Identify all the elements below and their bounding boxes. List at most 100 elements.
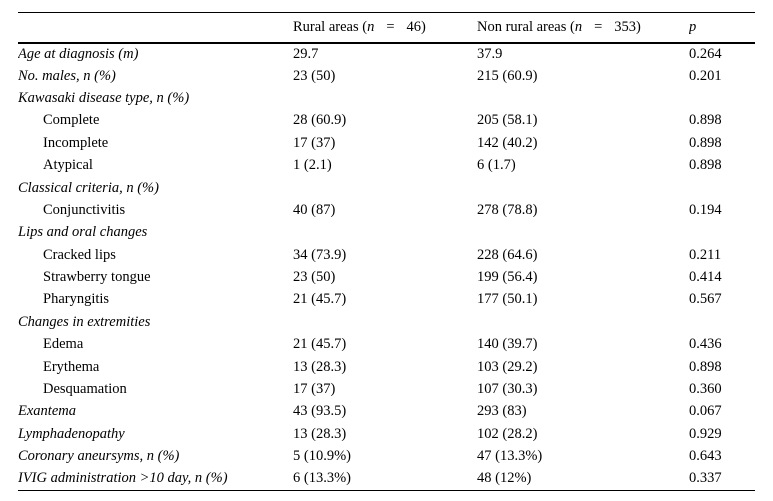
row-label: Complete	[43, 112, 100, 129]
comparison-table-container: Rural areas (n = 46) Non rural areas (n = 35…	[18, 12, 755, 491]
p-value: 0.264	[689, 45, 722, 62]
equals-sign: =	[594, 18, 603, 35]
p-value: 0.194	[689, 201, 722, 218]
rural-value: 5 (10.9%)	[293, 448, 351, 465]
nonrural-value	[477, 222, 689, 244]
header-rural-areas: Rural areas (n = 46)	[293, 12, 477, 44]
table-row: Cracked lips 34 (73.9) 228 (64.6) 0.211	[18, 244, 755, 266]
nonrural-value: 102 (28.2)	[477, 425, 538, 442]
table-row: Strawberry tongue 23 (50) 199 (56.4) 0.414	[18, 266, 755, 288]
table-row: Conjunctivitis 40 (87) 278 (78.8) 0.194	[18, 199, 755, 221]
p-value: 0.929	[689, 425, 722, 442]
table-row: Atypical 1 (2.1) 6 (1.7) 0.898	[18, 154, 755, 176]
table-header: Rural areas (n = 46) Non rural areas (n = 35…	[18, 12, 755, 44]
p-value: 0.360	[689, 381, 722, 398]
header-non-rural-areas: Non rural areas (n = 353)	[477, 12, 689, 44]
p-value: 0.211	[689, 246, 722, 263]
nonrural-value: 199 (56.4)	[477, 269, 538, 286]
table-row: IVIG administration >10 day, n (%) 6 (13.…	[18, 468, 755, 490]
nonrural-value	[477, 311, 689, 333]
p-value: 0.201	[689, 67, 722, 84]
row-label: Erythema	[43, 358, 100, 375]
row-label: Classical criteria, n (%)	[18, 179, 159, 196]
row-label: Conjunctivitis	[43, 201, 126, 218]
p-value	[689, 177, 755, 199]
p-value	[689, 311, 755, 333]
row-label: Pharyngitis	[43, 291, 110, 308]
header-p-value: p	[689, 12, 755, 44]
nonrural-value: 48 (12%)	[477, 470, 532, 487]
table-row: Coronary aneursyms, n (%) 5 (10.9%) 47 (13…	[18, 446, 755, 468]
header-label-text: Non rural areas (	[477, 18, 575, 35]
nonrural-value: 6 (1.7)	[477, 157, 516, 174]
p-value: 0.898	[689, 157, 722, 174]
row-label: Exantema	[18, 403, 76, 420]
rural-value: 17 (37)	[293, 381, 336, 398]
rural-value: 29.7	[293, 45, 319, 62]
nonrural-value: 107 (30.3)	[477, 381, 538, 398]
row-label: No. males, n (%)	[18, 67, 116, 84]
nonrural-value: 278 (78.8)	[477, 201, 538, 218]
nonrural-value: 140 (39.7)	[477, 336, 538, 353]
nonrural-value: 215 (60.9)	[477, 67, 538, 84]
table-row: Classical criteria, n (%)	[18, 177, 755, 199]
p-value: 0.567	[689, 291, 722, 308]
row-label: IVIG administration >10 day, n (%)	[18, 470, 228, 487]
nonrural-value	[477, 177, 689, 199]
rural-value	[293, 311, 477, 333]
table-row: Complete 28 (60.9) 205 (58.1) 0.898	[18, 110, 755, 132]
header-empty-cell	[18, 12, 293, 44]
row-label: Cracked lips	[43, 246, 116, 263]
rural-value: 13 (28.3)	[293, 425, 347, 442]
rural-value: 1 (2.1)	[293, 157, 332, 174]
p-value: 0.337	[689, 470, 722, 487]
row-label: Incomplete	[43, 134, 109, 151]
nonrural-value: 103 (29.2)	[477, 358, 538, 375]
nonrural-value: 37.9	[477, 45, 503, 62]
table-row: Erythema 13 (28.3) 103 (29.2) 0.898	[18, 356, 755, 378]
table-row: Changes in extremities	[18, 311, 755, 333]
clinical-characteristics-table: Rural areas (n = 46) Non rural areas (n = 35…	[18, 12, 755, 491]
nonrural-value: 142 (40.2)	[477, 134, 538, 151]
row-label: Edema	[43, 336, 84, 353]
nonrural-value	[477, 87, 689, 109]
rural-value	[293, 222, 477, 244]
table-row: Kawasaki disease type, n (%)	[18, 87, 755, 109]
row-label: Atypical	[43, 157, 93, 174]
nonrural-value: 177 (50.1)	[477, 291, 538, 308]
rural-value: 6 (13.3%)	[293, 470, 351, 487]
p-value: 0.067	[689, 403, 722, 420]
row-label: Coronary aneursyms, n (%)	[18, 448, 180, 465]
equals-sign: =	[386, 18, 395, 35]
table-row: No. males, n (%) 23 (50) 215 (60.9) 0.201	[18, 65, 755, 87]
p-value: 0.643	[689, 448, 722, 465]
rural-value	[293, 87, 477, 109]
nonrural-value: 47 (13.3%)	[477, 448, 543, 465]
p-value	[689, 222, 755, 244]
rural-value: 40 (87)	[293, 201, 336, 218]
row-label: Desquamation	[43, 381, 127, 398]
header-label-text: Rural areas (	[293, 18, 368, 35]
nonrural-value: 205 (58.1)	[477, 112, 538, 129]
row-label: Kawasaki disease type, n (%)	[18, 89, 190, 106]
n-variable: n	[367, 18, 375, 35]
table-row: Lymphadenopathy 13 (28.3) 102 (28.2) 0.929	[18, 423, 755, 445]
row-label: Changes in extremities	[18, 313, 151, 330]
p-value: 0.898	[689, 358, 722, 375]
rural-value: 34 (73.9)	[293, 246, 347, 263]
p-value: 0.436	[689, 336, 722, 353]
table-body: Age at diagnosis (m) 29.7 37.9 0.264 No. mal…	[18, 43, 755, 491]
row-label: Strawberry tongue	[43, 269, 151, 286]
nonrural-value: 228 (64.6)	[477, 246, 538, 263]
row-label: Lips and oral changes	[18, 224, 148, 241]
p-value: 0.898	[689, 134, 722, 151]
table-row: Age at diagnosis (m) 29.7 37.9 0.264	[18, 43, 755, 65]
rural-value: 13 (28.3)	[293, 358, 347, 375]
rural-value: 43 (93.5)	[293, 403, 347, 420]
header-row: Rural areas (n = 46) Non rural areas (n = 35…	[18, 12, 755, 44]
table-row: Lips and oral changes	[18, 222, 755, 244]
rural-value: 21 (45.7)	[293, 336, 347, 353]
p-value	[689, 87, 755, 109]
row-label: Lymphadenopathy	[18, 425, 125, 442]
rural-value: 21 (45.7)	[293, 291, 347, 308]
